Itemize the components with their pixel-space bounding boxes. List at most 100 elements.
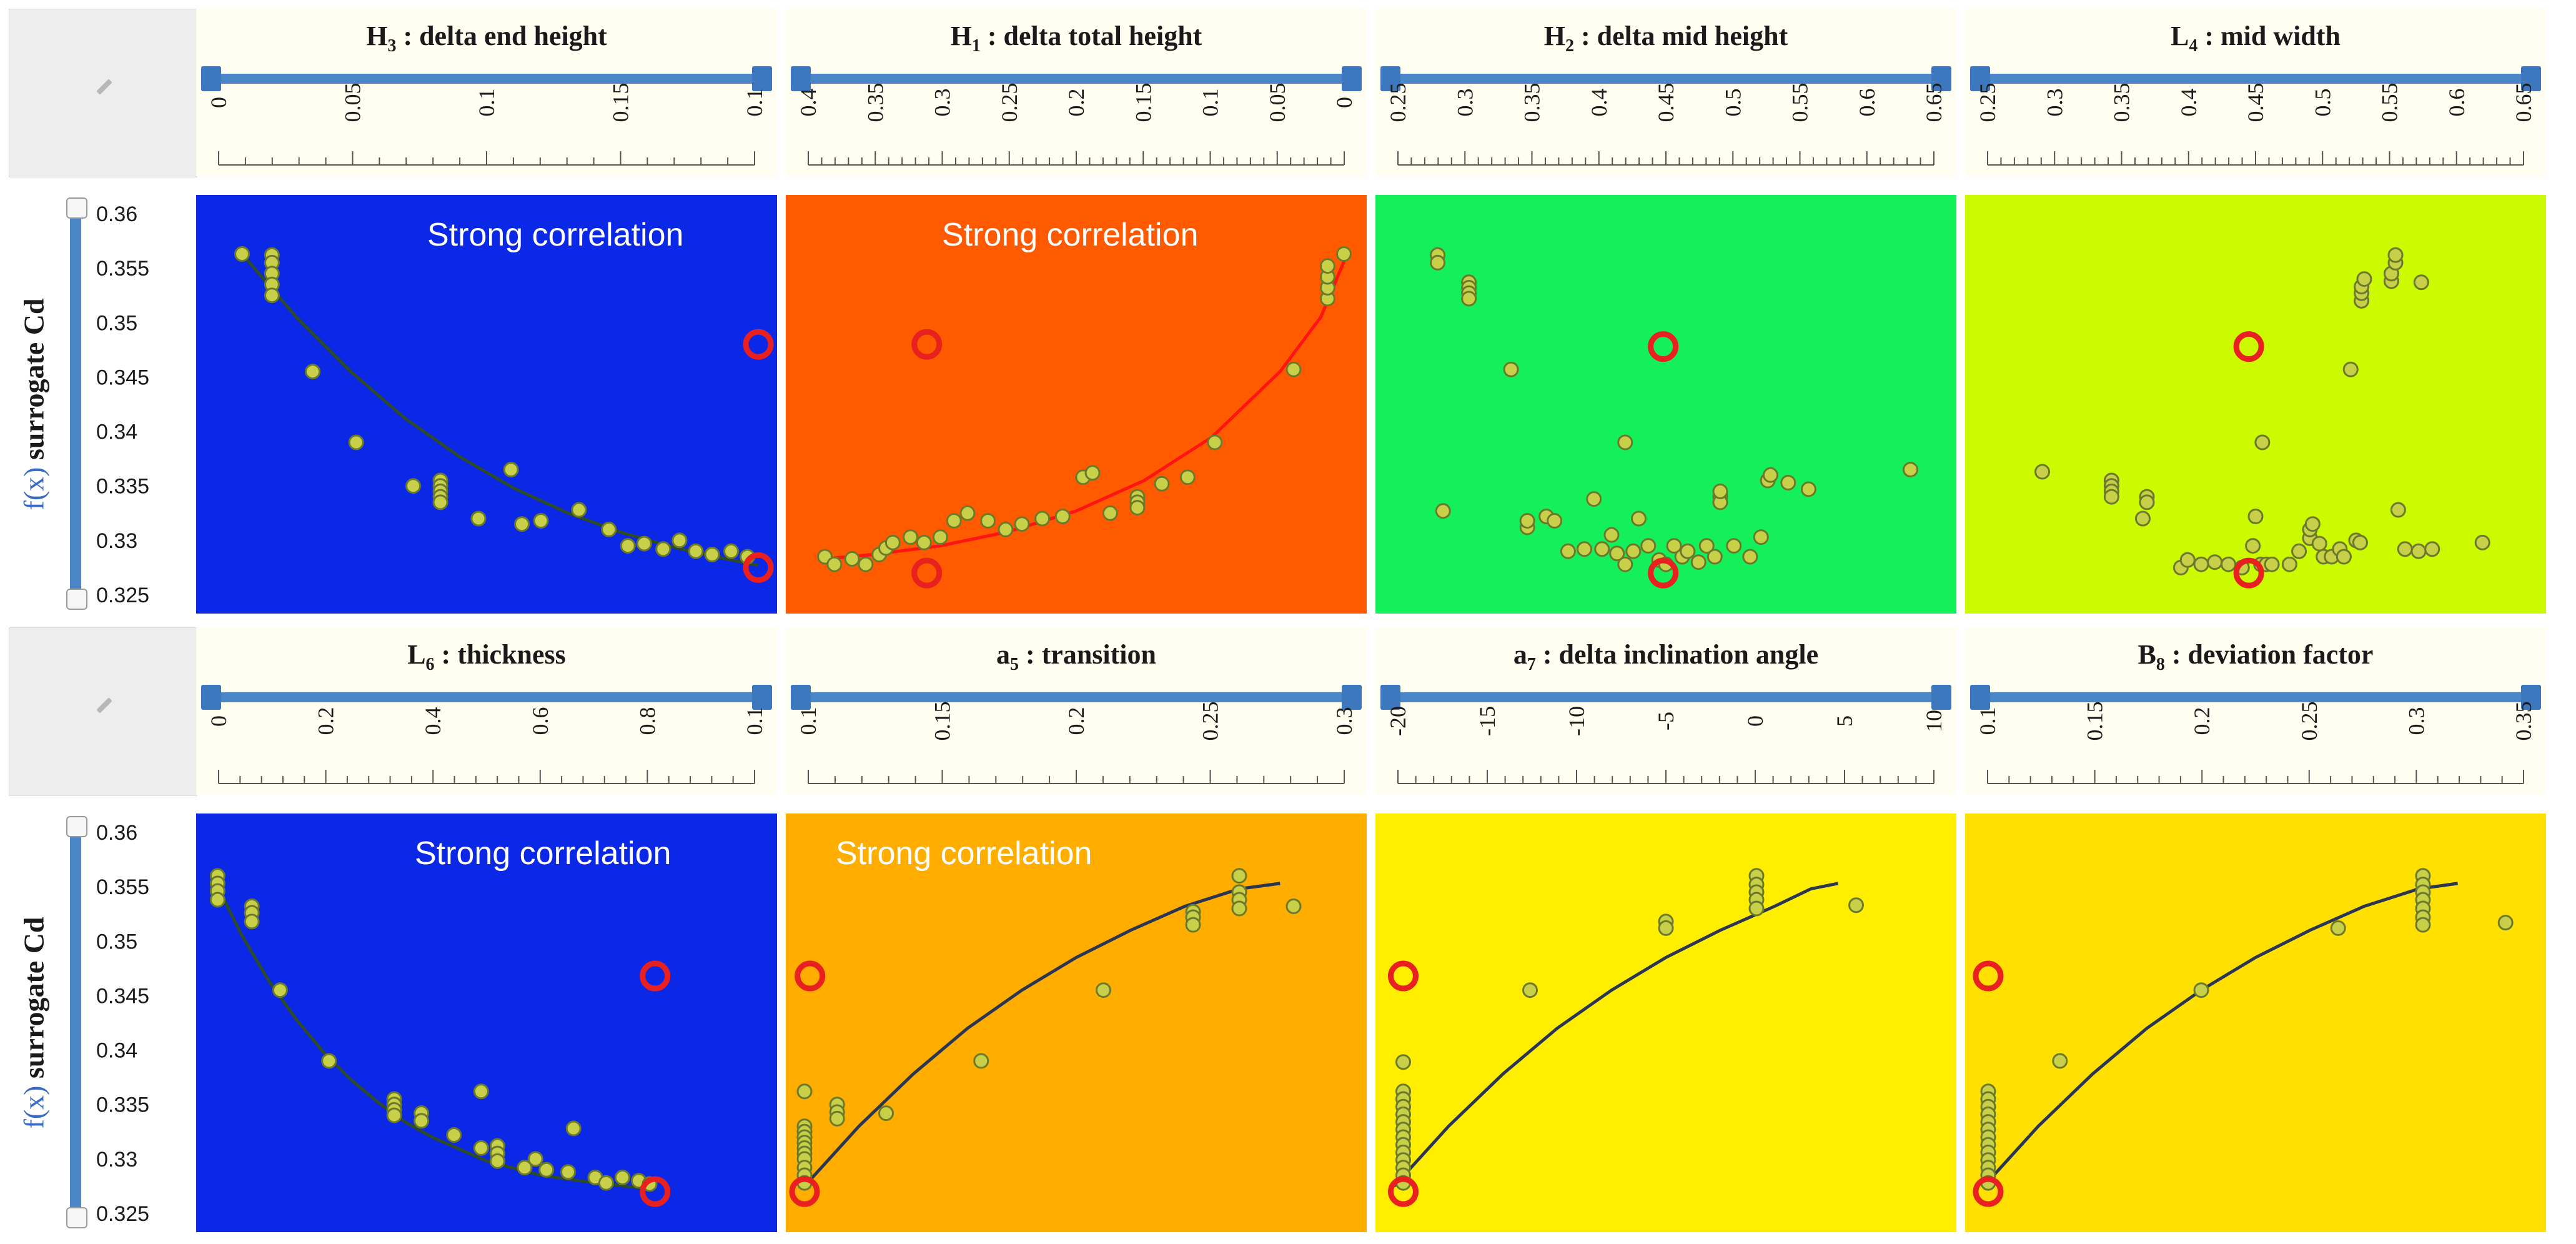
selected-point: [1388, 1176, 1419, 1207]
column-header: H1 : delta total height 0.4 0.35 0.3 0.25 0.…: [786, 9, 1367, 176]
x-tick-label: 0.3: [930, 89, 955, 117]
data-point: [2304, 516, 2321, 532]
range-slider-min-handle[interactable]: [201, 66, 221, 91]
range-slider-max-handle[interactable]: [1342, 685, 1362, 710]
corner-cell: [9, 627, 197, 796]
data-point: [1129, 500, 1146, 516]
range-slider-track[interactable]: [206, 692, 767, 702]
data-point: [2497, 915, 2514, 931]
x-tick-label: 0.35: [2511, 702, 2536, 741]
range-slider-max-handle[interactable]: [2521, 66, 2541, 91]
data-point: [348, 434, 364, 450]
range-slider-track[interactable]: [1385, 74, 1946, 84]
range-slider-track[interactable]: [1975, 74, 2536, 84]
x-tick-label: 0.1: [474, 89, 499, 117]
data-point: [1640, 538, 1657, 554]
data-point: [2134, 510, 2151, 527]
range-slider-max-handle[interactable]: [2521, 685, 2541, 710]
range-slider-min-handle[interactable]: [201, 685, 221, 710]
column-header: a5 : transition 0.1 0.15 0.2 0.25 0.3: [786, 627, 1367, 795]
data-point: [565, 1120, 582, 1137]
range-slider-track[interactable]: [1385, 692, 1946, 702]
corner-cell: [9, 9, 197, 177]
fit-curve: [240, 252, 759, 567]
plot-area: [1430, 247, 1918, 589]
range-slider-min-handle[interactable]: [791, 66, 811, 91]
scatter-panel[interactable]: [1965, 814, 2546, 1232]
x-tick-label: -10: [1564, 706, 1589, 736]
data-point: [2179, 552, 2196, 568]
x-tick-label: -15: [1475, 706, 1500, 736]
data-point: [2254, 434, 2271, 450]
plot-area: [1973, 868, 2514, 1207]
y-slider-track[interactable]: [70, 205, 81, 599]
range-slider-min-handle[interactable]: [791, 685, 811, 710]
range-slider-min-handle[interactable]: [1970, 685, 1990, 710]
x-tick-label: 0.4: [2176, 89, 2201, 117]
scatter-panel[interactable]: [1375, 195, 1956, 614]
x-tick-label: 0.1: [742, 707, 767, 735]
y-slider-max-handle[interactable]: [66, 816, 87, 837]
axis-title: H2 : delta mid height: [1543, 21, 1788, 56]
selected-point: [1648, 331, 1679, 362]
data-point: [2336, 549, 2352, 565]
range-slider-track[interactable]: [796, 74, 1357, 84]
y-slider-min-handle[interactable]: [66, 1207, 87, 1228]
scatter-panel[interactable]: Strong correlation: [786, 195, 1367, 614]
data-point: [1231, 900, 1247, 917]
x-tick-label: 10: [1921, 710, 1946, 732]
data-point: [1034, 510, 1051, 527]
data-point: [1903, 462, 1918, 478]
x-tick-label: -5: [1653, 712, 1678, 730]
range-slider-track[interactable]: [1975, 692, 2536, 702]
scatter-panel[interactable]: [1965, 195, 2546, 614]
data-point: [998, 521, 1014, 537]
y-tick-label: 0.325: [96, 1202, 149, 1226]
y-axis: 0.36 0.355 0.35 0.345 0.34 0.335 0.33 0.325: [96, 821, 149, 1226]
x-tick-label: 0.15: [2083, 702, 2108, 741]
y-axis: 0.36 0.355 0.35 0.345 0.34 0.335 0.33 0.325: [96, 202, 149, 607]
scatter-panel[interactable]: Strong correlation: [196, 814, 777, 1232]
range-slider-max-handle[interactable]: [752, 685, 772, 710]
y-slider-min-handle[interactable]: [66, 589, 87, 610]
data-point: [946, 512, 962, 529]
data-point: [432, 494, 448, 510]
range-slider-min-handle[interactable]: [1380, 66, 1400, 91]
plot-area: [234, 246, 774, 583]
x-tick-label: 0: [206, 97, 231, 108]
scatter-panel[interactable]: [1375, 814, 1956, 1232]
x-axis: 0.1 0.15 0.2 0.25 0.3: [796, 702, 1357, 784]
data-point: [2245, 538, 2261, 554]
range-slider-track[interactable]: [796, 692, 1357, 702]
x-tick-label: 0.1: [1198, 89, 1223, 117]
range-slider-max-handle[interactable]: [1342, 66, 1362, 91]
range-slider-track[interactable]: [206, 74, 767, 84]
data-point: [615, 1169, 630, 1185]
selected-point: [911, 329, 943, 360]
axis-title: a5 : transition: [996, 639, 1156, 674]
x-tick-label: 0: [206, 715, 231, 727]
range-slider-max-handle[interactable]: [1931, 685, 1951, 710]
range-slider-min-handle[interactable]: [1380, 685, 1400, 710]
range-slider-max-handle[interactable]: [1931, 66, 1951, 91]
selected-point: [2233, 331, 2264, 362]
data-point: [1658, 920, 1674, 936]
range-slider-min-handle[interactable]: [1970, 66, 1990, 91]
data-point: [1800, 481, 1816, 497]
data-point: [1742, 549, 1758, 565]
scatter-panel[interactable]: Strong correlation: [196, 195, 777, 614]
y-slider-track[interactable]: [70, 824, 81, 1217]
selected-point: [743, 552, 774, 583]
y-slider-max-handle[interactable]: [66, 197, 87, 219]
range-slider-max-handle[interactable]: [752, 66, 772, 91]
scatter-panel[interactable]: Strong correlation: [786, 814, 1367, 1232]
x-tick-label: 0.55: [1788, 83, 1813, 122]
data-point: [1519, 512, 1535, 529]
data-point: [2193, 982, 2209, 998]
column-header: H2 : delta mid height 0.25 0.3 0.35 0.4 0.45…: [1375, 9, 1956, 176]
data-point: [473, 1083, 489, 1100]
data-point: [1712, 483, 1728, 499]
data-point: [2342, 361, 2359, 377]
data-point: [473, 1140, 489, 1156]
x-tick-label: 0.2: [314, 707, 339, 735]
